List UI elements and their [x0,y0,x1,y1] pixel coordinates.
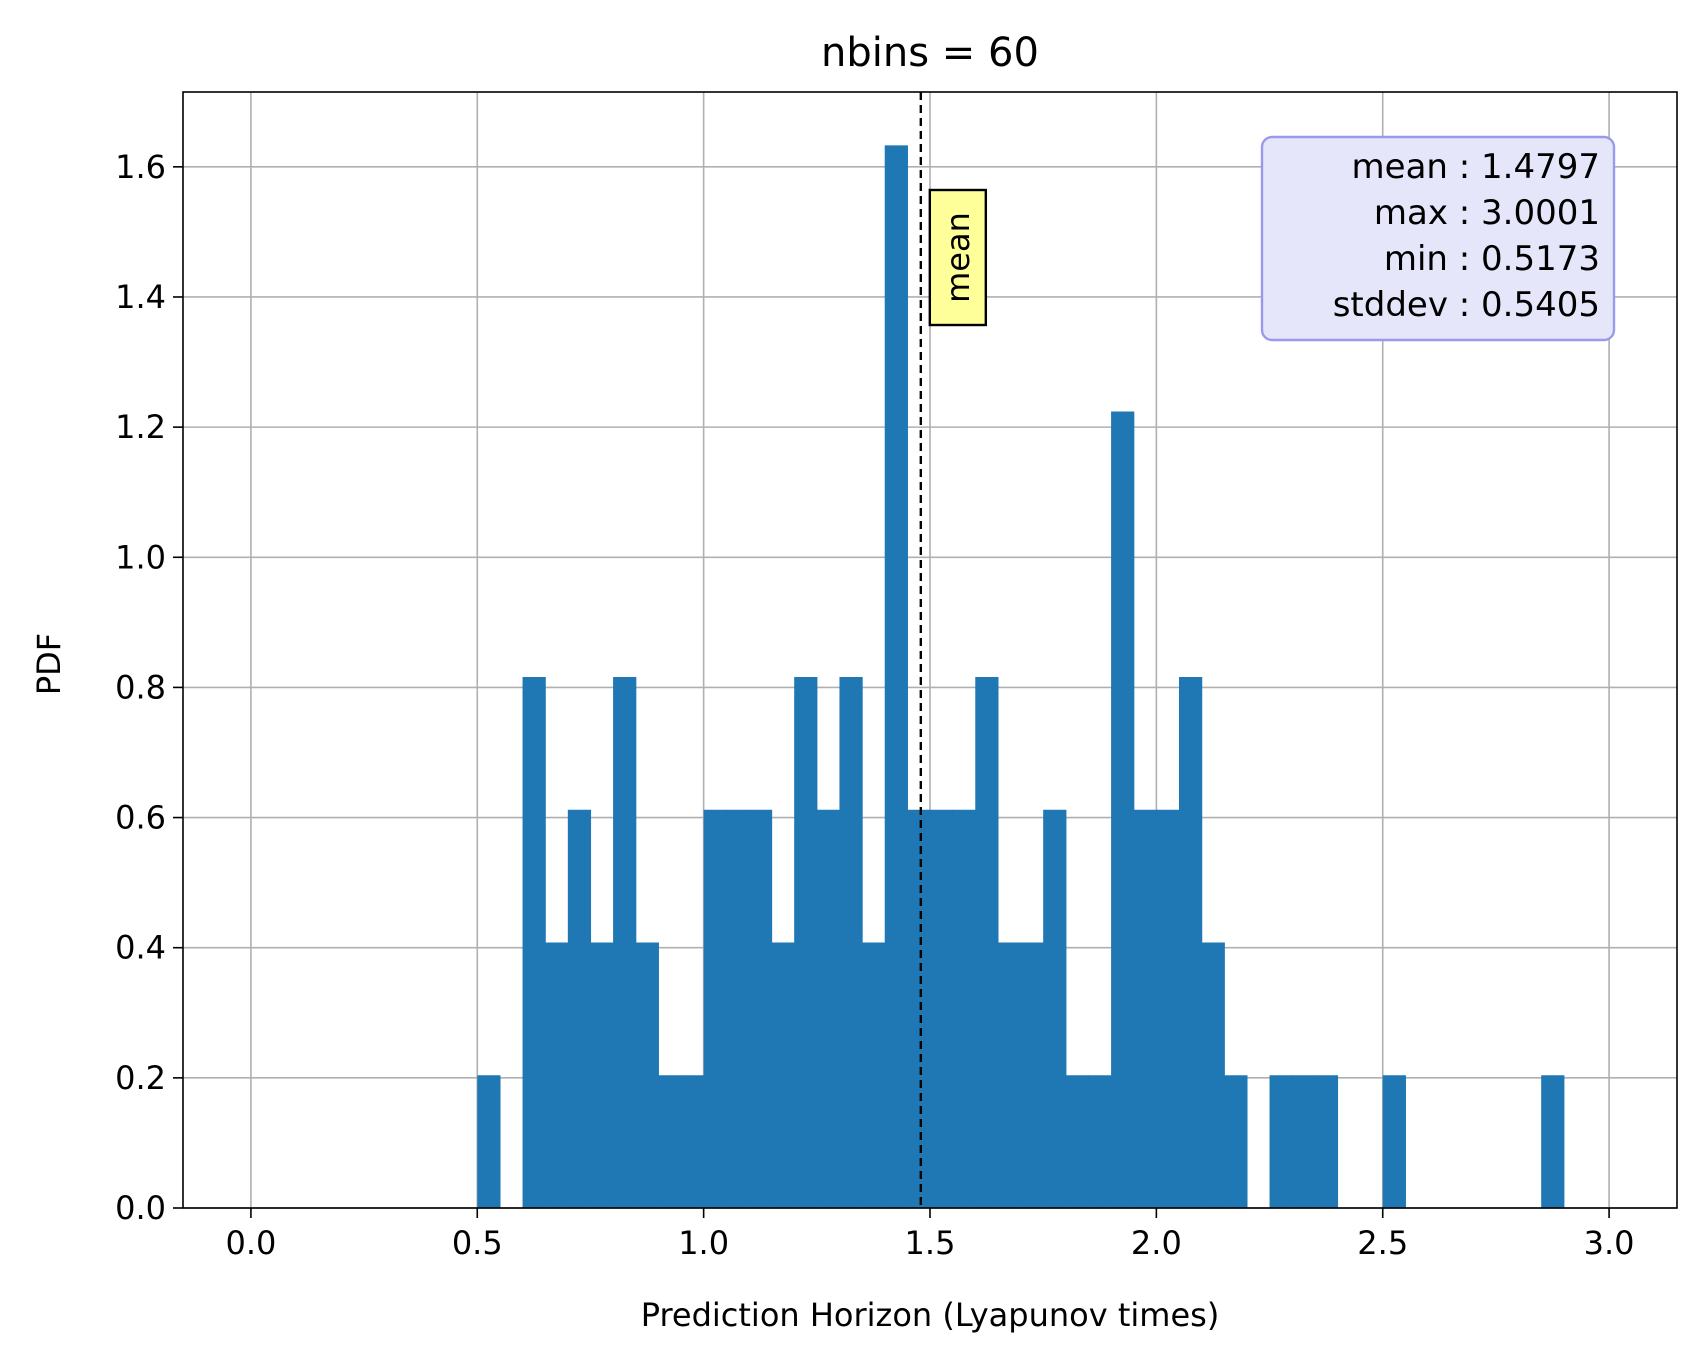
histogram-bar [1314,1075,1339,1208]
y-tick-label: 1.0 [115,538,166,576]
y-tick-label: 1.6 [115,148,166,186]
histogram-bar [1156,809,1180,1208]
histogram-bar [997,942,1022,1208]
histogram-bar [726,809,750,1208]
stats-mean: mean : 1.4797 [1352,147,1600,187]
x-tick-label: 1.0 [678,1224,729,1262]
histogram-bar [1043,809,1067,1208]
histogram-bar [862,942,886,1208]
histogram-bar [839,677,863,1208]
histogram-bar [1201,942,1225,1208]
histogram-bar [1088,1075,1112,1208]
histogram-bar [1382,1075,1406,1208]
x-tick-label: 2.0 [1131,1224,1182,1262]
stats-max: max : 3.0001 [1374,193,1600,233]
histogram-bar [1292,1075,1316,1208]
histogram-bar [794,677,818,1208]
histogram-bar [1224,1075,1248,1208]
histogram-bar [1111,411,1135,1208]
stats-stddev: stddev : 0.5405 [1333,285,1600,325]
stats-min: min : 0.5173 [1384,239,1600,279]
histogram-bar [1020,942,1044,1208]
histogram-bar [975,677,999,1208]
stats-box-background [1260,135,1616,342]
histogram-bar [613,677,637,1208]
histogram-bar [635,942,659,1208]
y-tick-label: 0.6 [115,799,166,837]
histogram-bar [748,809,773,1208]
histogram-bar [703,809,727,1208]
histogram-bar [477,1075,501,1208]
y-tick-label: 1.4 [115,278,166,316]
histogram-bar [930,809,954,1208]
mean-line-group: mean [919,92,988,1208]
histogram-bar [1179,677,1203,1208]
y-axis-label: PDF [30,633,68,695]
histogram-bars [477,145,1565,1209]
histogram-bar [816,809,841,1208]
chart-title: nbins = 60 [821,30,1039,76]
y-tick-label: 0.0 [115,1189,166,1227]
x-tick-label: 1.5 [905,1224,956,1262]
histogram-bar [658,1075,682,1208]
x-tick-label: 0.0 [225,1224,276,1262]
y-tick-label: 0.4 [115,929,166,967]
x-tick-label: 0.5 [452,1224,503,1262]
histogram-bar [1541,1075,1565,1208]
histogram-bar [1269,1075,1293,1208]
x-tick-label: 2.5 [1357,1224,1408,1262]
stats-box: mean : 1.4797 max : 3.0001 min : 0.5173 … [1260,135,1616,342]
histogram-bar [522,677,546,1208]
histogram-bar [567,809,592,1208]
histogram-bar [884,145,908,1209]
x-axis-label: Prediction Horizon (Lyapunov times) [641,1296,1220,1334]
mean-label-box [928,188,988,327]
histogram-bar [1065,1075,1090,1208]
histogram-bar [1133,809,1157,1208]
histogram-bar [771,942,795,1208]
mean-label: mean [939,212,977,303]
histogram-bar [907,809,931,1208]
histogram-bar [952,809,976,1208]
histogram-bar [681,1075,705,1208]
histogram-bar [545,942,569,1208]
y-tick-label: 0.2 [115,1059,166,1097]
histogram-bar [590,942,614,1208]
y-tick-label: 0.8 [115,668,166,706]
x-tick-label: 3.0 [1584,1224,1635,1262]
y-tick-label: 1.2 [115,408,166,446]
axis-ticks: 0.0 0.5 1.0 1.5 2.0 2.5 3.0 0.0 0.2 0.4 0.6 0.8 1.0 1… [115,148,1634,1262]
